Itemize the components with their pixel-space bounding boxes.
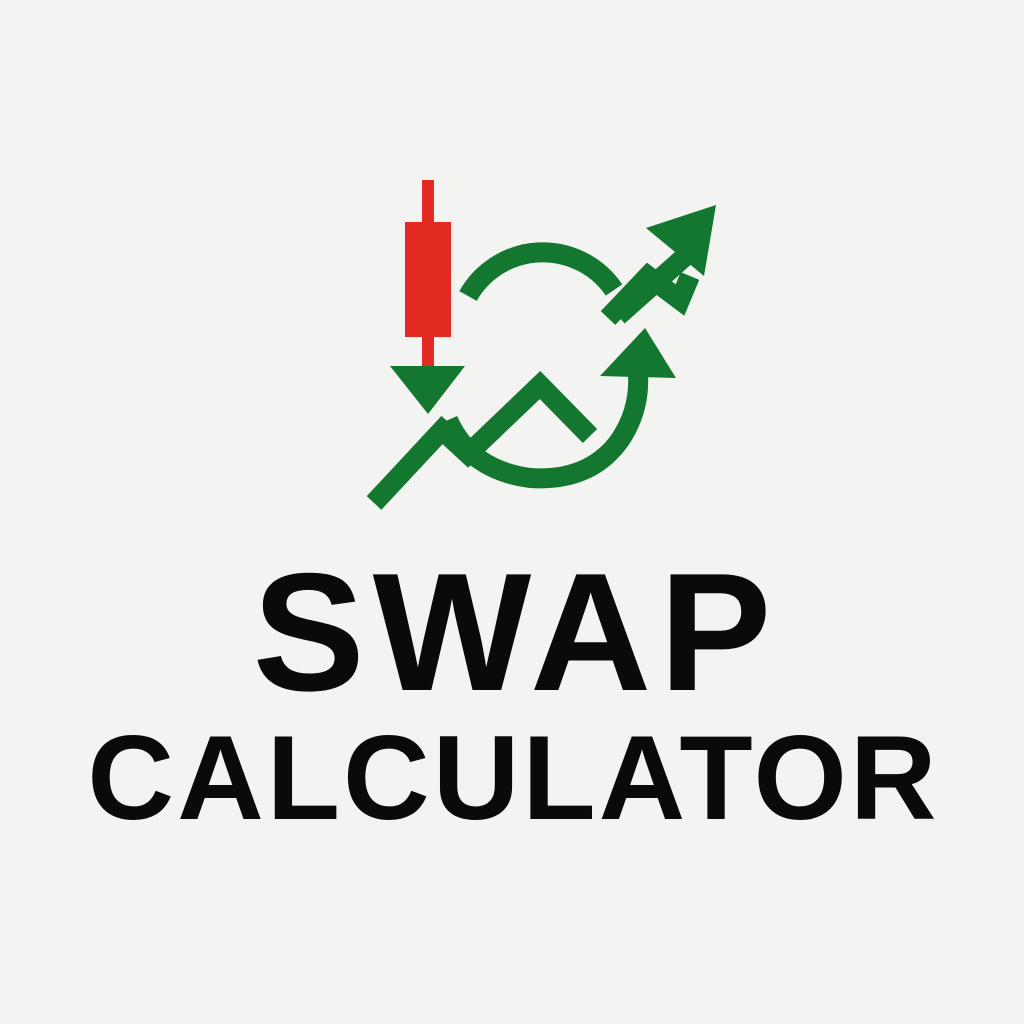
upper-trend-shaft-icon [611,244,697,324]
app-title-primary: SWAP [252,538,780,726]
upper-arc-icon [459,242,623,302]
lower-arrow-head-icon [600,328,676,378]
candlestick-icon [405,180,451,369]
app-title-secondary: CALCULATOR [87,711,940,845]
down-arrow-icon [390,366,465,414]
lower-trend-line-icon [366,370,598,510]
upper-arrow-head-icon [646,205,716,276]
swap-trend-arrows-icon [366,180,716,510]
